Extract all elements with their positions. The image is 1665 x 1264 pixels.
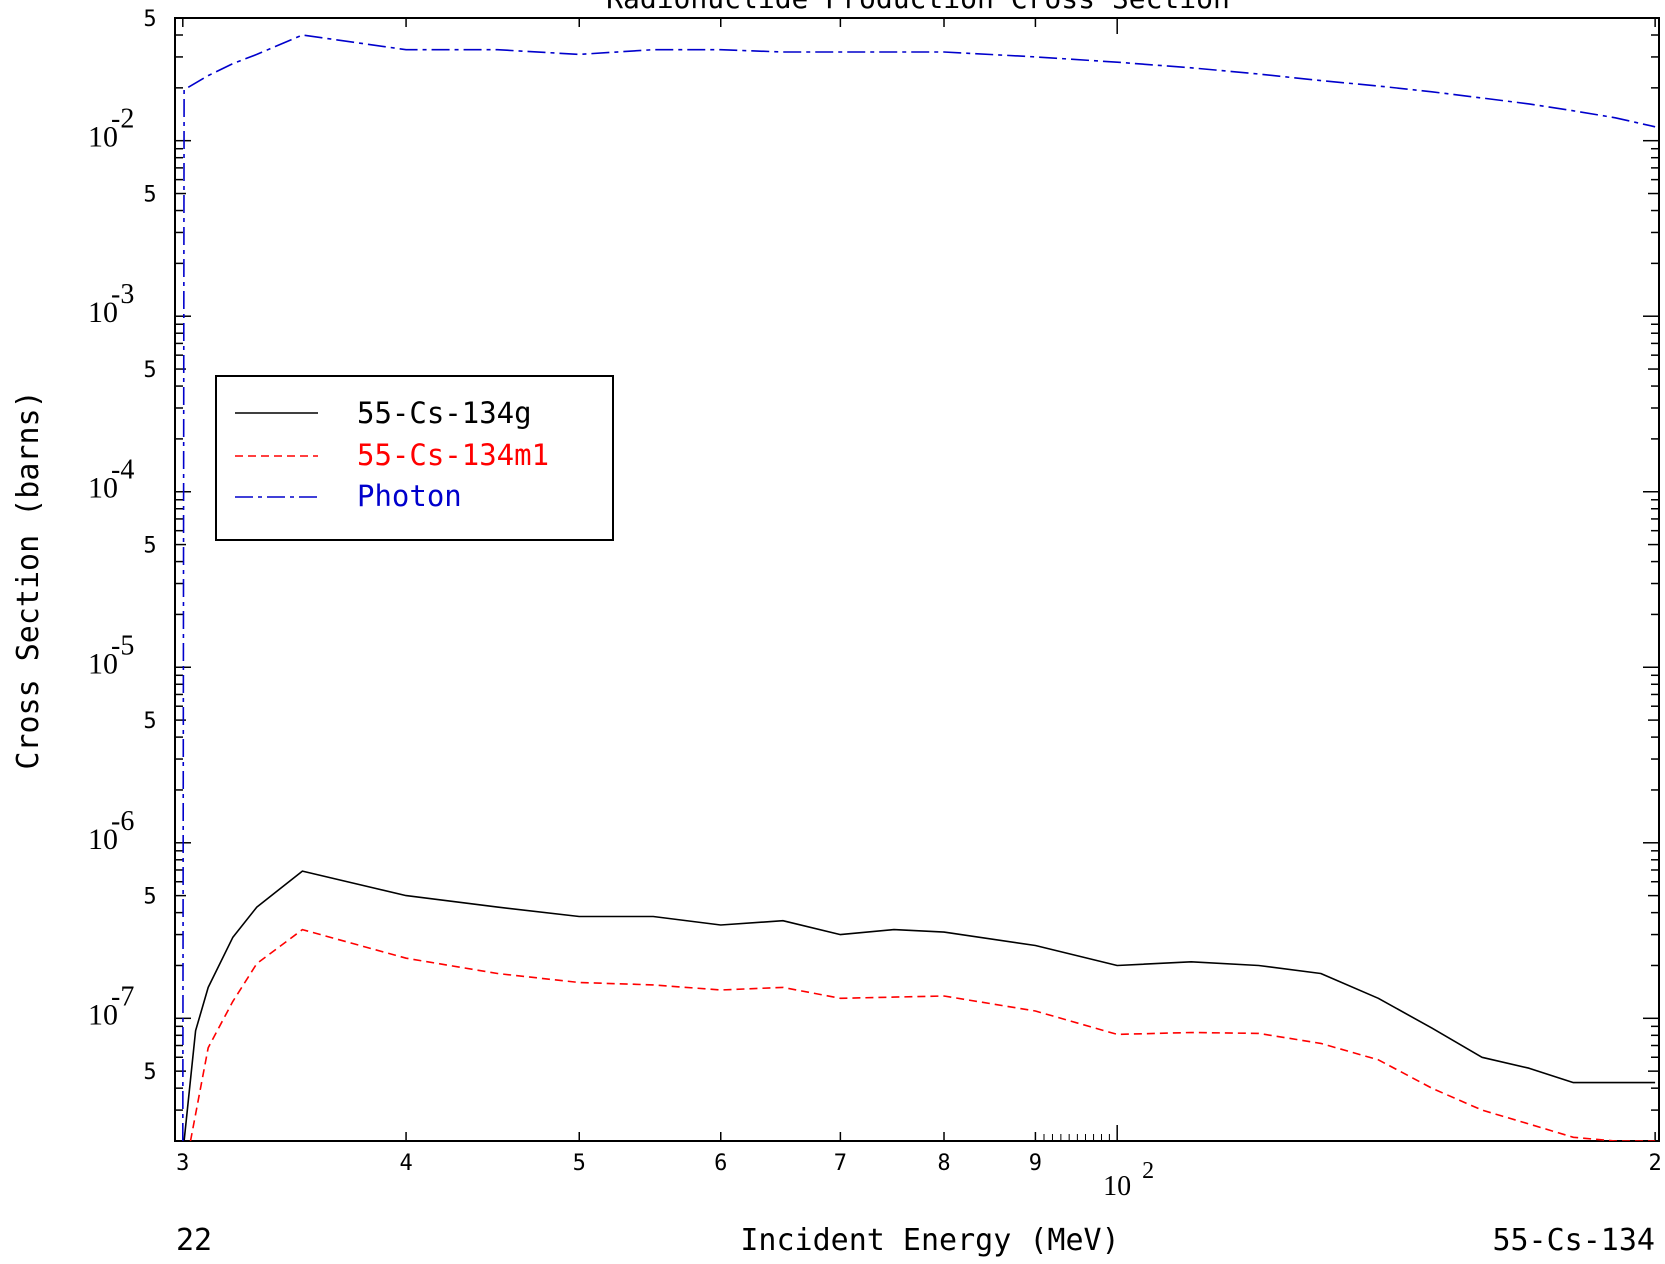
footer-right: 55-Cs-134 xyxy=(1492,1223,1655,1258)
x-tick-label: 6 xyxy=(714,1151,727,1176)
x-axis-label: Incident Energy (MeV) xyxy=(740,1223,1119,1258)
y-tick-label: 5 xyxy=(143,885,156,910)
x-tick-label: 8 xyxy=(937,1151,950,1176)
y-tick-exponent: -6 xyxy=(111,806,134,837)
y-tick-label: 10 xyxy=(88,472,118,505)
footer-left: 22 xyxy=(176,1223,212,1258)
x-tick-label: 5 xyxy=(573,1151,586,1176)
series-line-1 xyxy=(189,928,1656,1141)
series-line-0 xyxy=(183,870,1656,1141)
y-tick-exponent: -3 xyxy=(111,279,134,310)
y-tick-label: 10 xyxy=(88,296,118,329)
plot-frame xyxy=(174,17,1660,1142)
y-tick-exponent: -5 xyxy=(111,630,134,661)
y-tick-label: 5 xyxy=(143,534,156,559)
y-tick-exponent: -4 xyxy=(111,455,134,486)
series-layer xyxy=(182,34,1656,1141)
x-axis: 3 4 5 6 7 8 9 10 2 2 xyxy=(176,18,1662,1202)
y-tick-label: 5 xyxy=(143,709,156,734)
legend-label-cs134g: 55-Cs-134g xyxy=(357,396,532,430)
x-tick-label: 4 xyxy=(399,1151,412,1176)
x-tick-label: 10 xyxy=(1103,1171,1131,1202)
y-tick-label: 5 xyxy=(143,7,156,32)
y-tick-label: 10 xyxy=(88,647,118,680)
legend-box xyxy=(215,375,614,541)
x-tick-exponent: 2 xyxy=(1142,1158,1154,1184)
y-tick-exponent: -2 xyxy=(111,104,134,135)
y-tick-label: 5 xyxy=(143,183,156,208)
y-tick-label: 5 xyxy=(143,1060,156,1085)
y-tick-label: 10 xyxy=(88,121,118,154)
series-line-2 xyxy=(182,34,1656,1141)
x-tick-label: 9 xyxy=(1029,1151,1042,1176)
y-tick-label: 10 xyxy=(88,823,118,856)
x-tick-label: 2 xyxy=(1649,1151,1662,1176)
y-tick-exponent: -7 xyxy=(111,981,134,1012)
legend: 55-Cs-134g 55-Cs-134m1 Photon xyxy=(215,375,614,541)
x-tick-label: 7 xyxy=(834,1151,847,1176)
chart-title: Radionuclide Production Cross Section xyxy=(606,0,1230,15)
x-tick-label: 3 xyxy=(176,1151,189,1176)
y-tick-label: 5 xyxy=(143,358,156,383)
legend-label-photon: Photon xyxy=(357,479,462,513)
y-axis-label: Cross Section (barns) xyxy=(11,390,46,769)
y-tick-label: 10 xyxy=(88,998,118,1031)
legend-label-cs134m1: 55-Cs-134m1 xyxy=(357,438,549,472)
